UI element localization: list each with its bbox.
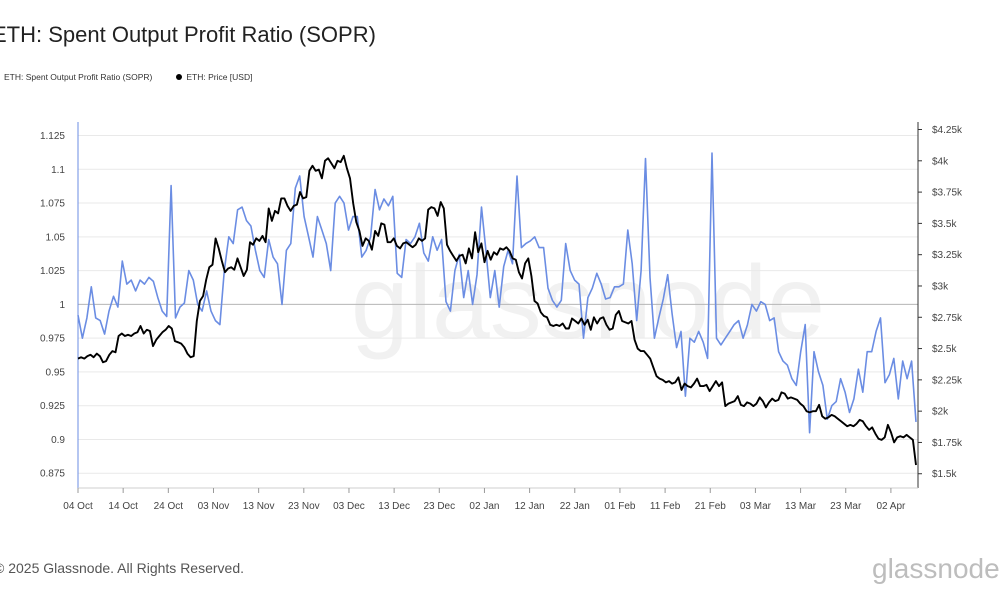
y-left-tick-label: 1.125 <box>40 131 65 142</box>
x-tick-label: 02 Apr <box>876 501 906 512</box>
y-right-tick-label: $3.25k <box>932 250 963 261</box>
y-left-tick-label: 1.075 <box>40 199 65 210</box>
x-tick-label: 03 Mar <box>740 501 772 512</box>
x-tick-label: 23 Dec <box>423 501 455 512</box>
y-right-tick-label: $4k <box>932 156 949 167</box>
x-tick-label: 04 Oct <box>63 501 93 512</box>
legend-marker-price <box>176 74 183 80</box>
y-right-tick-label: $1.75k <box>932 438 963 449</box>
glassnode-logo: glassnode <box>872 553 1000 584</box>
x-tick-label: 24 Oct <box>154 501 184 512</box>
y-right-tick-label: $1.5k <box>932 469 957 480</box>
y-left-tick-label: 0.925 <box>40 401 65 412</box>
x-tick-label: 12 Jan <box>515 501 545 512</box>
y-axis-left-ticks: 0.875 0.9 0.925 0.95 0.975 1 1.025 1.05 1.075 1.1… <box>40 131 65 480</box>
axes <box>77 122 919 489</box>
chart-legend: ETH: Spent Output Profit Ratio (SOPR) ET… <box>0 72 252 82</box>
y-right-tick-label: $3k <box>932 281 949 292</box>
sopr-series-line <box>77 152 917 434</box>
x-tick-label: 03 Nov <box>198 501 230 512</box>
y-right-tick-label: $2.25k <box>932 375 963 386</box>
x-tick-label: 23 Nov <box>288 501 320 512</box>
legend-item-sopr[interactable]: ETH: Spent Output Profit Ratio (SOPR) <box>0 72 152 82</box>
y-right-tick-label: $2.5k <box>932 344 957 355</box>
copyright-notice: © 2025 Glassnode. All Rights Reserved. <box>0 560 245 576</box>
y-left-tick-label: 0.95 <box>46 367 66 378</box>
series-lines <box>77 152 917 466</box>
y-left-tick-label: 0.975 <box>40 334 65 345</box>
y-axis-right-ticks: $1.5k $1.75k $2k $2.25k $2.5k $2.75k $3k $3.25k… <box>918 125 963 480</box>
x-tick-label: 02 Jan <box>469 501 499 512</box>
y-left-tick-label: 1.025 <box>40 266 65 277</box>
y-right-tick-label: $4.25k <box>932 125 963 136</box>
x-tick-label: 03 Dec <box>333 501 365 512</box>
y-left-tick-label: 1.05 <box>46 232 66 243</box>
legend-label-price: ETH: Price [USD] <box>186 72 253 82</box>
chart-title: ETH: Spent Output Profit Ratio (SOPR) <box>0 22 376 47</box>
y-right-tick-label: $3.75k <box>932 188 963 199</box>
x-tick-label: 01 Feb <box>604 501 636 512</box>
y-left-tick-label: 0.9 <box>51 435 65 446</box>
x-tick-label: 11 Feb <box>650 501 681 512</box>
y-left-tick-label: 0.875 <box>40 469 65 480</box>
x-tick-label: 13 Nov <box>243 501 275 512</box>
y-left-tick-label: 1.1 <box>51 165 65 176</box>
y-left-tick-label: 1 <box>59 300 65 311</box>
x-tick-label: 14 Oct <box>108 501 138 512</box>
price-series-line <box>77 154 917 466</box>
x-axis-ticks: 04 Oct 14 Oct 24 Oct 03 Nov 13 Nov 23 Nov 03 D… <box>63 488 906 512</box>
x-tick-label: 21 Feb <box>695 501 727 512</box>
y-right-tick-label: $2.75k <box>932 313 963 324</box>
y-right-tick-label: $3.5k <box>932 219 957 230</box>
x-tick-label: 23 Mar <box>830 501 862 512</box>
legend-label-sopr: ETH: Spent Output Profit Ratio (SOPR) <box>4 72 153 82</box>
x-tick-label: 13 Mar <box>785 501 817 512</box>
legend-item-price[interactable]: ETH: Price [USD] <box>176 72 252 82</box>
x-tick-label: 22 Jan <box>560 501 590 512</box>
y-right-tick-label: $2k <box>932 407 949 418</box>
x-tick-label: 13 Dec <box>378 501 410 512</box>
grid-lines <box>78 135 918 474</box>
